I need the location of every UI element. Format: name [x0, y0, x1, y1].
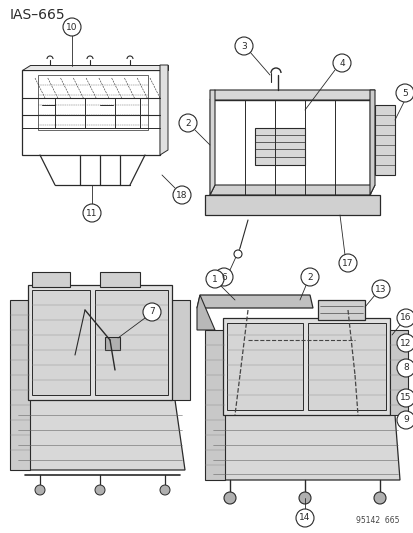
Polygon shape — [197, 295, 214, 330]
Text: 8: 8 — [402, 364, 408, 373]
Polygon shape — [15, 400, 185, 470]
Polygon shape — [204, 195, 379, 215]
Text: 1: 1 — [211, 274, 217, 284]
Circle shape — [233, 250, 242, 258]
Circle shape — [396, 309, 413, 327]
Polygon shape — [254, 128, 304, 165]
Polygon shape — [170, 300, 190, 400]
Circle shape — [395, 84, 413, 102]
Text: 9: 9 — [402, 416, 408, 424]
Text: 2: 2 — [185, 118, 190, 127]
Circle shape — [300, 268, 318, 286]
Circle shape — [63, 18, 81, 36]
Text: 18: 18 — [176, 190, 188, 199]
Text: IAS–665: IAS–665 — [10, 8, 66, 22]
Text: 17: 17 — [342, 259, 353, 268]
Circle shape — [206, 270, 223, 288]
Polygon shape — [389, 330, 407, 415]
Circle shape — [95, 485, 105, 495]
Circle shape — [83, 204, 101, 222]
Circle shape — [178, 114, 197, 132]
Circle shape — [35, 485, 45, 495]
Text: 15: 15 — [399, 393, 411, 402]
Circle shape — [373, 492, 385, 504]
Text: 10: 10 — [66, 22, 78, 31]
Polygon shape — [28, 285, 171, 400]
Polygon shape — [204, 330, 224, 480]
Text: 14: 14 — [299, 513, 310, 522]
Circle shape — [396, 334, 413, 352]
Polygon shape — [209, 415, 399, 480]
Polygon shape — [197, 295, 312, 308]
Polygon shape — [32, 272, 70, 287]
Polygon shape — [32, 290, 90, 395]
Text: 13: 13 — [374, 285, 386, 294]
Circle shape — [396, 359, 413, 377]
Polygon shape — [159, 65, 168, 155]
Text: 11: 11 — [86, 208, 97, 217]
Polygon shape — [369, 90, 374, 195]
Polygon shape — [226, 323, 302, 410]
Text: 4: 4 — [338, 59, 344, 68]
Polygon shape — [209, 185, 374, 195]
Polygon shape — [223, 318, 389, 415]
Polygon shape — [10, 300, 30, 470]
Circle shape — [332, 54, 350, 72]
Text: 95142  665: 95142 665 — [356, 516, 399, 525]
Circle shape — [396, 389, 413, 407]
Polygon shape — [209, 100, 369, 195]
Polygon shape — [95, 290, 168, 395]
Text: 2: 2 — [306, 272, 312, 281]
Circle shape — [142, 303, 161, 321]
Polygon shape — [307, 323, 385, 410]
Circle shape — [298, 492, 310, 504]
Circle shape — [223, 492, 235, 504]
Polygon shape — [209, 90, 374, 100]
Polygon shape — [209, 90, 214, 195]
Text: 5: 5 — [401, 88, 407, 98]
Polygon shape — [22, 65, 168, 70]
Circle shape — [295, 509, 313, 527]
Polygon shape — [105, 337, 120, 350]
Circle shape — [338, 254, 356, 272]
Circle shape — [159, 485, 170, 495]
Text: 6: 6 — [221, 272, 226, 281]
Text: 12: 12 — [399, 338, 411, 348]
Circle shape — [214, 268, 233, 286]
Polygon shape — [317, 300, 364, 320]
Polygon shape — [374, 105, 394, 175]
Polygon shape — [22, 70, 159, 155]
Circle shape — [371, 280, 389, 298]
Circle shape — [235, 37, 252, 55]
Polygon shape — [100, 272, 140, 287]
Text: 16: 16 — [399, 313, 411, 322]
Text: 7: 7 — [149, 308, 154, 317]
Text: 3: 3 — [240, 42, 246, 51]
Circle shape — [173, 186, 190, 204]
Circle shape — [396, 411, 413, 429]
